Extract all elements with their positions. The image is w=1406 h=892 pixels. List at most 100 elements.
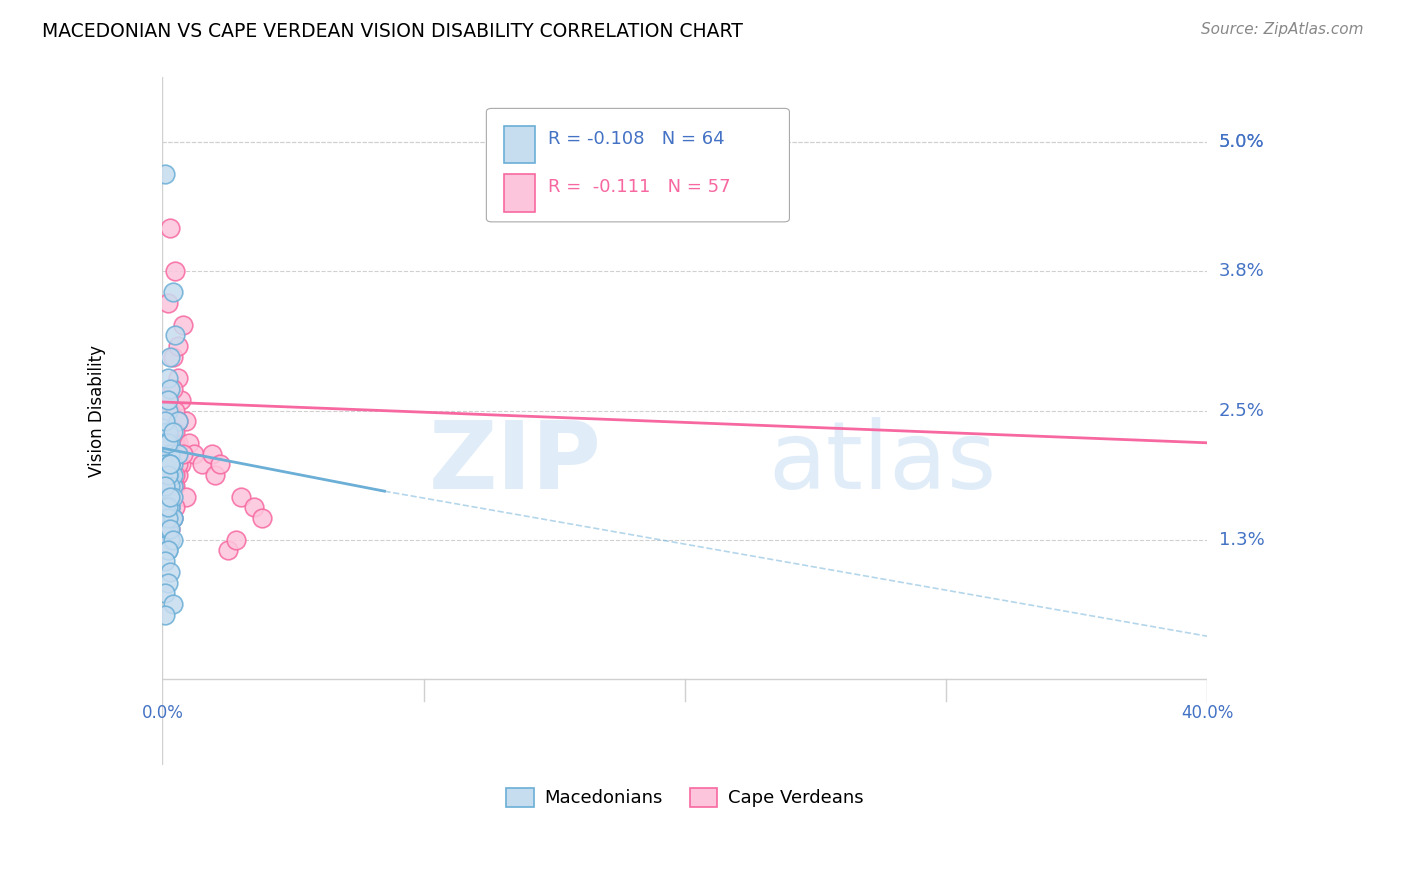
Point: [159, 458, 181, 472]
Point: [153, 607, 176, 622]
Point: [167, 468, 190, 483]
Point: [162, 490, 184, 504]
Text: MACEDONIAN VS CAPE VERDEAN VISION DISABILITY CORRELATION CHART: MACEDONIAN VS CAPE VERDEAN VISION DISABI…: [42, 22, 742, 41]
Bar: [505, 126, 536, 163]
Point: [159, 446, 181, 460]
Point: [159, 522, 181, 536]
Point: [167, 414, 190, 428]
Point: [162, 511, 184, 525]
Point: [156, 511, 179, 525]
Point: [153, 554, 176, 568]
Point: [162, 435, 184, 450]
Point: [159, 468, 181, 483]
Point: [162, 597, 184, 611]
Point: [159, 533, 181, 547]
Point: [153, 167, 176, 181]
Point: [156, 500, 179, 515]
Point: [153, 414, 176, 428]
Point: [159, 458, 181, 472]
Text: 1.3%: 1.3%: [1219, 531, 1264, 549]
Point: [167, 371, 190, 385]
Point: [170, 392, 193, 407]
Point: [156, 392, 179, 407]
Point: [159, 522, 181, 536]
Point: [156, 511, 179, 525]
Point: [156, 500, 179, 515]
Point: [159, 500, 181, 515]
Point: [153, 500, 176, 515]
Point: [165, 403, 187, 417]
Point: [204, 468, 226, 483]
Point: [162, 511, 184, 525]
Point: [153, 479, 176, 493]
Point: [156, 458, 179, 472]
Point: [167, 339, 190, 353]
Point: [159, 220, 181, 235]
Point: [153, 446, 176, 460]
Point: [165, 328, 187, 343]
Point: [156, 458, 179, 472]
Point: [162, 425, 184, 439]
Point: [156, 522, 179, 536]
Point: [159, 500, 181, 515]
Point: [159, 403, 181, 417]
Point: [177, 435, 200, 450]
Text: ZIP: ZIP: [429, 417, 602, 508]
Point: [167, 446, 190, 460]
Point: [172, 318, 194, 332]
Point: [170, 458, 193, 472]
Point: [162, 458, 184, 472]
Point: [156, 543, 179, 558]
Point: [159, 500, 181, 515]
Point: [162, 533, 184, 547]
Point: [156, 468, 179, 483]
Point: [156, 392, 179, 407]
Point: [165, 435, 187, 450]
Point: [159, 468, 181, 483]
Point: [159, 490, 181, 504]
Point: [167, 414, 190, 428]
Point: [162, 425, 184, 439]
Point: [190, 458, 212, 472]
Text: atlas: atlas: [769, 417, 997, 508]
Point: [162, 468, 184, 483]
Point: [156, 371, 179, 385]
Point: [153, 425, 176, 439]
Point: [156, 479, 179, 493]
Point: [159, 490, 181, 504]
Point: [153, 586, 176, 600]
Point: [174, 490, 197, 504]
Point: [165, 264, 187, 278]
Point: [156, 522, 179, 536]
Point: [159, 565, 181, 579]
Text: 2.5%: 2.5%: [1219, 401, 1264, 419]
Point: [156, 403, 179, 417]
Point: [165, 500, 187, 515]
Point: [162, 446, 184, 460]
Point: [153, 500, 176, 515]
Point: [174, 414, 197, 428]
Legend: Macedonians, Cape Verdeans: Macedonians, Cape Verdeans: [499, 780, 870, 814]
Point: [165, 425, 187, 439]
Point: [225, 533, 247, 547]
Point: [162, 382, 184, 396]
Point: [159, 350, 181, 364]
Point: [162, 479, 184, 493]
Point: [162, 479, 184, 493]
Point: [153, 435, 176, 450]
Point: [172, 446, 194, 460]
Point: [217, 543, 239, 558]
Point: [153, 511, 176, 525]
Point: [156, 435, 179, 450]
Point: [156, 435, 179, 450]
Point: [165, 446, 187, 460]
Point: [159, 382, 181, 396]
Point: [156, 425, 179, 439]
Point: [159, 458, 181, 472]
Text: 5.0%: 5.0%: [1219, 133, 1264, 151]
Point: [167, 458, 190, 472]
Text: Vision Disability: Vision Disability: [89, 344, 105, 476]
Point: [159, 446, 181, 460]
Point: [156, 468, 179, 483]
Point: [156, 575, 179, 590]
